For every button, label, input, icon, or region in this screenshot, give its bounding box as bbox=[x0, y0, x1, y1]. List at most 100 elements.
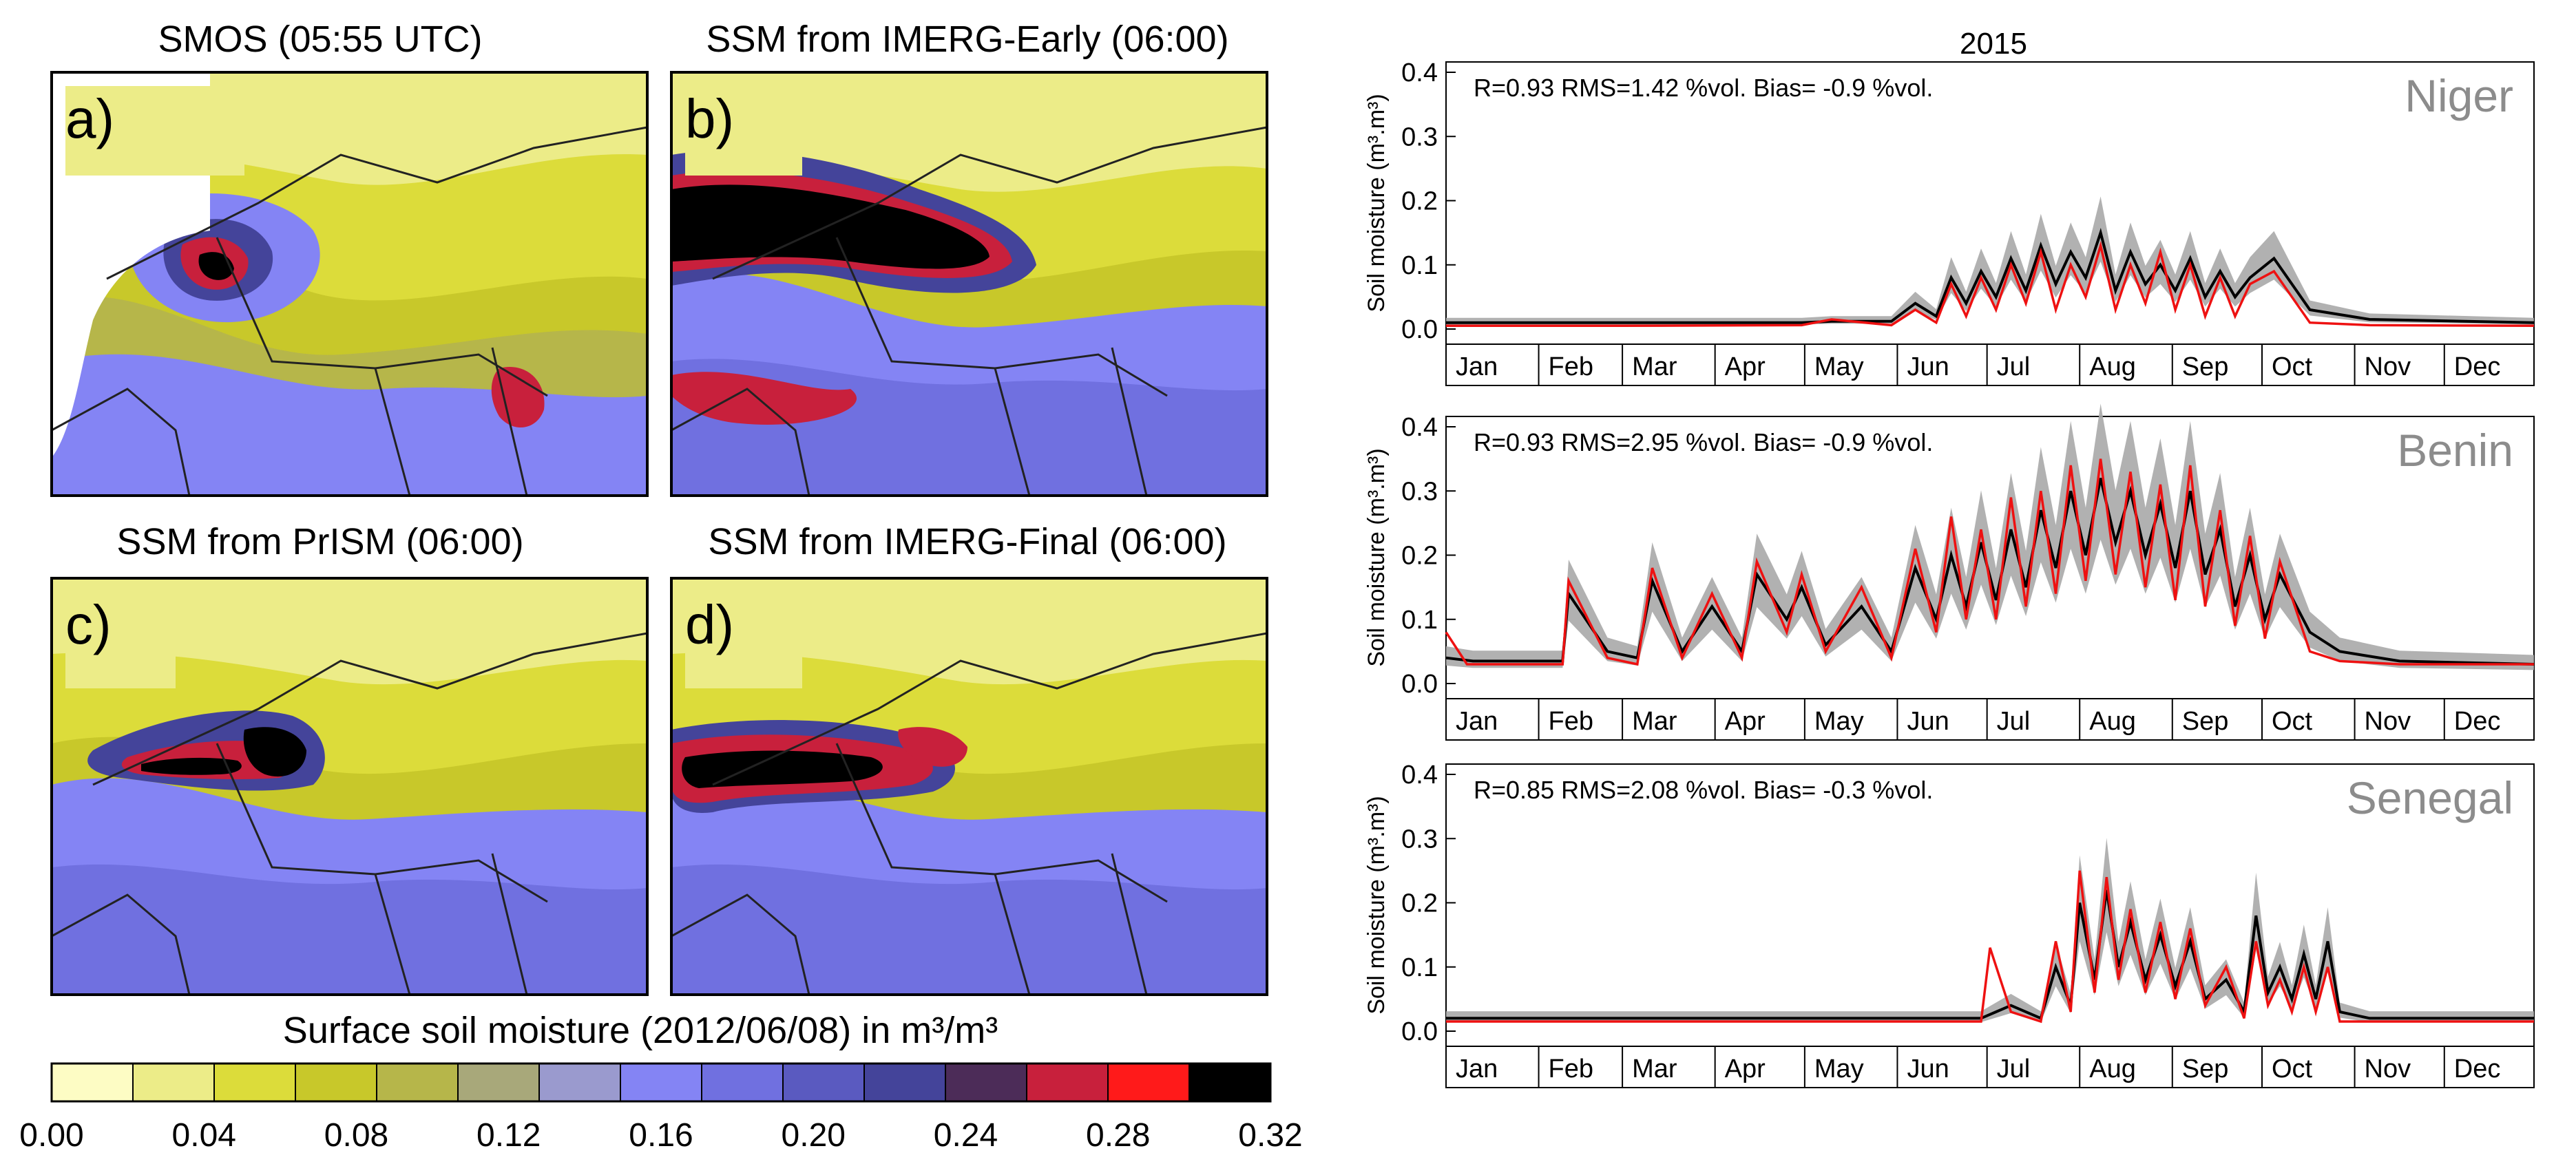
map-panel-c: c) bbox=[50, 577, 649, 996]
site-name: Niger bbox=[2405, 70, 2513, 121]
plot-frame bbox=[1445, 416, 2535, 741]
month-label: Oct bbox=[2272, 1055, 2313, 1083]
y-tick-label: 0.3 bbox=[1401, 477, 1438, 506]
y-tick-label: 0.1 bbox=[1401, 251, 1438, 280]
map-letter-b: b) bbox=[685, 88, 734, 149]
map-title-a: SMOS (05:55 UTC) bbox=[158, 19, 482, 60]
plot-frame bbox=[1445, 763, 2535, 1088]
map-panel-a: a) bbox=[50, 71, 649, 497]
series-line-red bbox=[1445, 458, 2534, 666]
y-tick-label: 0.4 bbox=[1401, 761, 1438, 790]
month-label: Sep bbox=[2182, 1055, 2229, 1083]
colorbar-swatch bbox=[132, 1063, 216, 1102]
month-label: Dec bbox=[2454, 1055, 2501, 1083]
stats-label: R=0.93 RMS=2.95 %vol. Bias= -0.9 %vol. bbox=[1474, 428, 1933, 456]
month-label: Apr bbox=[1725, 1055, 1766, 1083]
timeseries-panel-senegal: 0.0 0.1 0.2 0.3 0.4 Soil moisture (m³.m³) Jan F… bbox=[1363, 761, 2535, 1088]
timeseries-charts: 0.0 0.1 0.2 0.3 0.4 Soil moisture (m³.m³) Jan F… bbox=[1363, 59, 2535, 1088]
month-label: Feb bbox=[1549, 707, 1593, 736]
stats-label: R=0.85 RMS=2.08 %vol. Bias= -0.3 %vol. bbox=[1474, 776, 1933, 804]
colorbar-tick-label: 0.28 bbox=[1086, 1117, 1150, 1154]
colorbar-frame bbox=[50, 1062, 1272, 1103]
month-label: May bbox=[1814, 352, 1864, 381]
y-tick-label: 0.2 bbox=[1401, 187, 1438, 216]
month-label: Feb bbox=[1549, 1055, 1593, 1083]
colorbar-tick-label: 0.04 bbox=[172, 1117, 236, 1154]
map-letter-d: d) bbox=[685, 594, 734, 655]
y-tick-label: 0.2 bbox=[1401, 889, 1438, 918]
month-label: May bbox=[1814, 1055, 1864, 1083]
y-tick-label: 0.4 bbox=[1401, 413, 1438, 442]
map-letter-a: a) bbox=[65, 88, 114, 149]
colorbar-swatch bbox=[51, 1063, 134, 1102]
site-name: Senegal bbox=[2347, 772, 2513, 823]
y-axis-label: Soil moisture (m³.m³) bbox=[1363, 448, 1390, 666]
colorbar-swatch bbox=[782, 1063, 866, 1102]
month-label: Jun bbox=[1907, 1055, 1949, 1083]
month-label: Jun bbox=[1907, 707, 1949, 736]
colorbar-ticks: 0.00 0.04 0.08 0.12 0.16 0.20 0.24 0.28 0.32 bbox=[19, 1117, 1302, 1154]
colorbar-swatch bbox=[701, 1063, 784, 1102]
colorbar-tick-label: 0.08 bbox=[324, 1117, 388, 1154]
colorbar-swatch bbox=[213, 1063, 297, 1102]
month-label: Nov bbox=[2365, 352, 2411, 381]
month-label: Aug bbox=[2089, 1055, 2136, 1083]
colorbar-tick-label: 0.00 bbox=[19, 1117, 83, 1154]
y-tick-label: 0.1 bbox=[1401, 953, 1438, 982]
colorbar-swatch bbox=[376, 1063, 459, 1102]
month-label: Dec bbox=[2454, 352, 2501, 381]
y-axis-label: Soil moisture (m³.m³) bbox=[1363, 796, 1390, 1014]
map-title-d: SSM from IMERG-Final (06:00) bbox=[708, 521, 1226, 562]
series-line-red bbox=[1446, 870, 2534, 1024]
colorbar-tick-label: 0.12 bbox=[477, 1117, 541, 1154]
colorbar-swatch bbox=[1026, 1063, 1109, 1102]
month-label: Aug bbox=[2089, 352, 2136, 381]
uncertainty-band bbox=[1446, 838, 2534, 1022]
month-label: Jan bbox=[1456, 352, 1498, 381]
plot-frame bbox=[1445, 61, 2535, 386]
y-tick-label: 0.0 bbox=[1401, 1017, 1438, 1046]
series-line-red bbox=[1446, 240, 2535, 328]
colorbar bbox=[50, 1062, 1272, 1103]
month-label: Jul bbox=[1997, 707, 2031, 736]
map-panel-b: b) bbox=[670, 71, 1268, 497]
map-title-c: SSM from PrISM (06:00) bbox=[116, 521, 523, 562]
stats-label: R=0.93 RMS=1.42 %vol. Bias= -0.9 %vol. bbox=[1474, 74, 1933, 102]
month-label: Jan bbox=[1456, 707, 1498, 736]
series-line-black bbox=[1446, 228, 2535, 324]
y-tick-label: 0.2 bbox=[1401, 542, 1438, 571]
month-label: Nov bbox=[2365, 707, 2411, 736]
month-label: May bbox=[1814, 707, 1864, 736]
timeseries-panel-benin: 0.0 0.1 0.2 0.3 0.4 Soil moisture (m³.m³) Jan F… bbox=[1363, 403, 2535, 741]
uncertainty-band bbox=[1446, 196, 2534, 325]
month-label: Sep bbox=[2182, 352, 2229, 381]
colorbar-swatch bbox=[538, 1063, 622, 1102]
month-label: Mar bbox=[1632, 352, 1677, 381]
colorbar-swatch bbox=[457, 1063, 541, 1102]
colorbar-title: Surface soil moisture (2012/06/08) in m³… bbox=[283, 1010, 998, 1051]
month-label: Apr bbox=[1725, 707, 1766, 736]
colorbar-swatch bbox=[620, 1063, 703, 1102]
month-label: Mar bbox=[1632, 1055, 1677, 1083]
month-label: Sep bbox=[2182, 707, 2229, 736]
colorbar-swatch bbox=[863, 1063, 947, 1102]
month-label: Feb bbox=[1549, 352, 1593, 381]
y-tick-label: 0.4 bbox=[1401, 59, 1438, 87]
y-tick-label: 0.0 bbox=[1401, 315, 1438, 344]
series-line-black bbox=[1446, 889, 2534, 1021]
month-label: Jul bbox=[1997, 352, 2031, 381]
month-label: Oct bbox=[2272, 352, 2313, 381]
month-label: Dec bbox=[2454, 707, 2501, 736]
y-tick-label: 0.3 bbox=[1401, 123, 1438, 151]
month-label: Nov bbox=[2365, 1055, 2411, 1083]
colorbar-swatch bbox=[1107, 1063, 1191, 1102]
month-label: Jun bbox=[1907, 352, 1949, 381]
y-tick-label: 0.3 bbox=[1401, 825, 1438, 854]
month-label: Jul bbox=[1997, 1055, 2031, 1083]
y-tick-label: 0.0 bbox=[1401, 670, 1438, 699]
map-letter-c: c) bbox=[65, 594, 112, 655]
month-label: Aug bbox=[2089, 707, 2136, 736]
map-panel-d: d) bbox=[670, 577, 1268, 996]
y-axis-label: Soil moisture (m³.m³) bbox=[1363, 94, 1390, 312]
